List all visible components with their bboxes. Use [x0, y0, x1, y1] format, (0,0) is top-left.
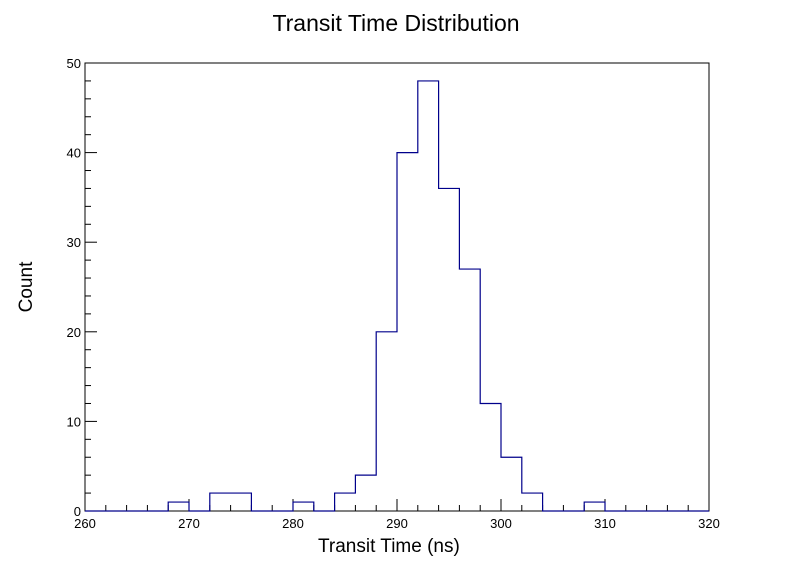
y-tick-label: 20 — [67, 325, 81, 340]
chart-title: Transit Time Distribution — [272, 10, 520, 36]
histogram-bin — [376, 332, 397, 511]
x-tick-label: 290 — [386, 516, 408, 531]
histogram-bin — [501, 457, 522, 511]
x-tick-label: 320 — [698, 516, 720, 531]
x-tick-label: 280 — [282, 516, 304, 531]
x-tick-label: 300 — [490, 516, 512, 531]
histogram-bin — [522, 493, 543, 511]
y-tick-label: 10 — [67, 414, 81, 429]
histogram-bin — [397, 153, 418, 511]
histogram-bin — [439, 188, 460, 511]
histogram-bin — [231, 493, 252, 511]
x-tick-label: 310 — [594, 516, 616, 531]
histogram-series-line — [85, 80, 709, 512]
y-tick-label: 0 — [74, 504, 81, 519]
histogram-bin — [459, 269, 480, 511]
histogram-bin — [168, 502, 189, 511]
y-tick-label: 40 — [67, 146, 81, 161]
histogram-bin — [480, 403, 501, 511]
histogram-bin — [584, 502, 605, 511]
y-tick-label: 30 — [67, 235, 81, 250]
histogram-bin — [293, 502, 314, 511]
histogram-bin — [335, 493, 356, 511]
x-tick-label: 260 — [74, 516, 96, 531]
x-axis-label: Transit Time (ns) — [318, 536, 460, 557]
histogram-bin — [355, 475, 376, 511]
histogram-bin — [210, 493, 231, 511]
y-tick-label: 50 — [67, 56, 81, 71]
histogram-bin — [418, 81, 439, 511]
x-tick-label: 270 — [178, 516, 200, 531]
